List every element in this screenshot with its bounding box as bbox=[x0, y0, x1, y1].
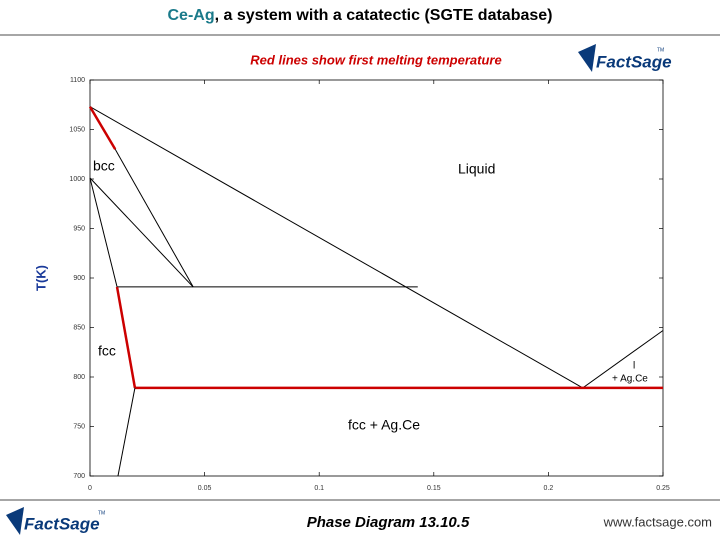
slide-title: Ce-Ag, a system with a catatectic (SGTE … bbox=[167, 7, 552, 24]
logo-top: FactSage TM bbox=[578, 44, 672, 72]
x-tick-label: 0.15 bbox=[427, 485, 441, 492]
annotation: fcc + Ag.Ce bbox=[348, 417, 420, 433]
y-tick-label: 1050 bbox=[69, 126, 85, 133]
y-axis-label: T(K) bbox=[33, 265, 48, 291]
logo-tm: TM bbox=[657, 47, 664, 53]
logo-text: FactSage bbox=[24, 514, 100, 533]
footer-url: www.factsage.com bbox=[603, 514, 712, 529]
logo-mark bbox=[578, 44, 596, 72]
phase-boundary bbox=[89, 177, 194, 288]
annotation: fcc bbox=[98, 343, 116, 359]
phase-boundary bbox=[114, 149, 194, 288]
phase-boundary bbox=[115, 286, 137, 389]
y-tick-label: 900 bbox=[73, 275, 85, 282]
y-tick-label: 1000 bbox=[69, 176, 85, 183]
y-tick-label: 850 bbox=[73, 324, 85, 331]
logo-text: FactSage bbox=[596, 52, 672, 71]
logo-bottom: FactSage TM bbox=[6, 507, 105, 535]
title-text: , a system with a catatectic (SGTE datab… bbox=[215, 7, 553, 24]
x-tick-label: 0.25 bbox=[656, 485, 670, 492]
phase-boundary bbox=[582, 330, 664, 389]
y-tick-label: 700 bbox=[73, 473, 85, 480]
x-tick-label: 0 bbox=[88, 485, 92, 492]
x-tick-label: 0.2 bbox=[544, 485, 554, 492]
annotation: l bbox=[633, 361, 635, 372]
y-tick-label: 950 bbox=[73, 225, 85, 232]
logo-mark bbox=[6, 507, 24, 535]
x-tick-label: 0.05 bbox=[198, 485, 212, 492]
y-tick-label: 800 bbox=[73, 374, 85, 381]
phase-boundary bbox=[117, 387, 136, 477]
x-tick-label: 0.1 bbox=[314, 485, 324, 492]
footer-caption: Phase Diagram 13.10.5 bbox=[307, 514, 470, 531]
annotation: + Ag.Ce bbox=[612, 374, 648, 385]
annotation: Liquid bbox=[458, 161, 495, 177]
plot: 700 750 800 850 900 950 1000 1050 1100 0 0.05 0.1 0.… bbox=[69, 77, 669, 492]
phase-boundary bbox=[89, 177, 118, 288]
title-highlight: Ce-Ag bbox=[167, 7, 214, 24]
y-tick-label: 1100 bbox=[70, 77, 85, 84]
phase-boundary bbox=[88, 106, 117, 150]
annotation: bcc bbox=[93, 158, 115, 174]
chart-subtitle: Red lines show first melting temperature bbox=[250, 52, 501, 67]
logo-tm: TM bbox=[98, 510, 105, 516]
phase-boundary bbox=[89, 106, 584, 389]
y-tick-label: 750 bbox=[73, 423, 85, 430]
